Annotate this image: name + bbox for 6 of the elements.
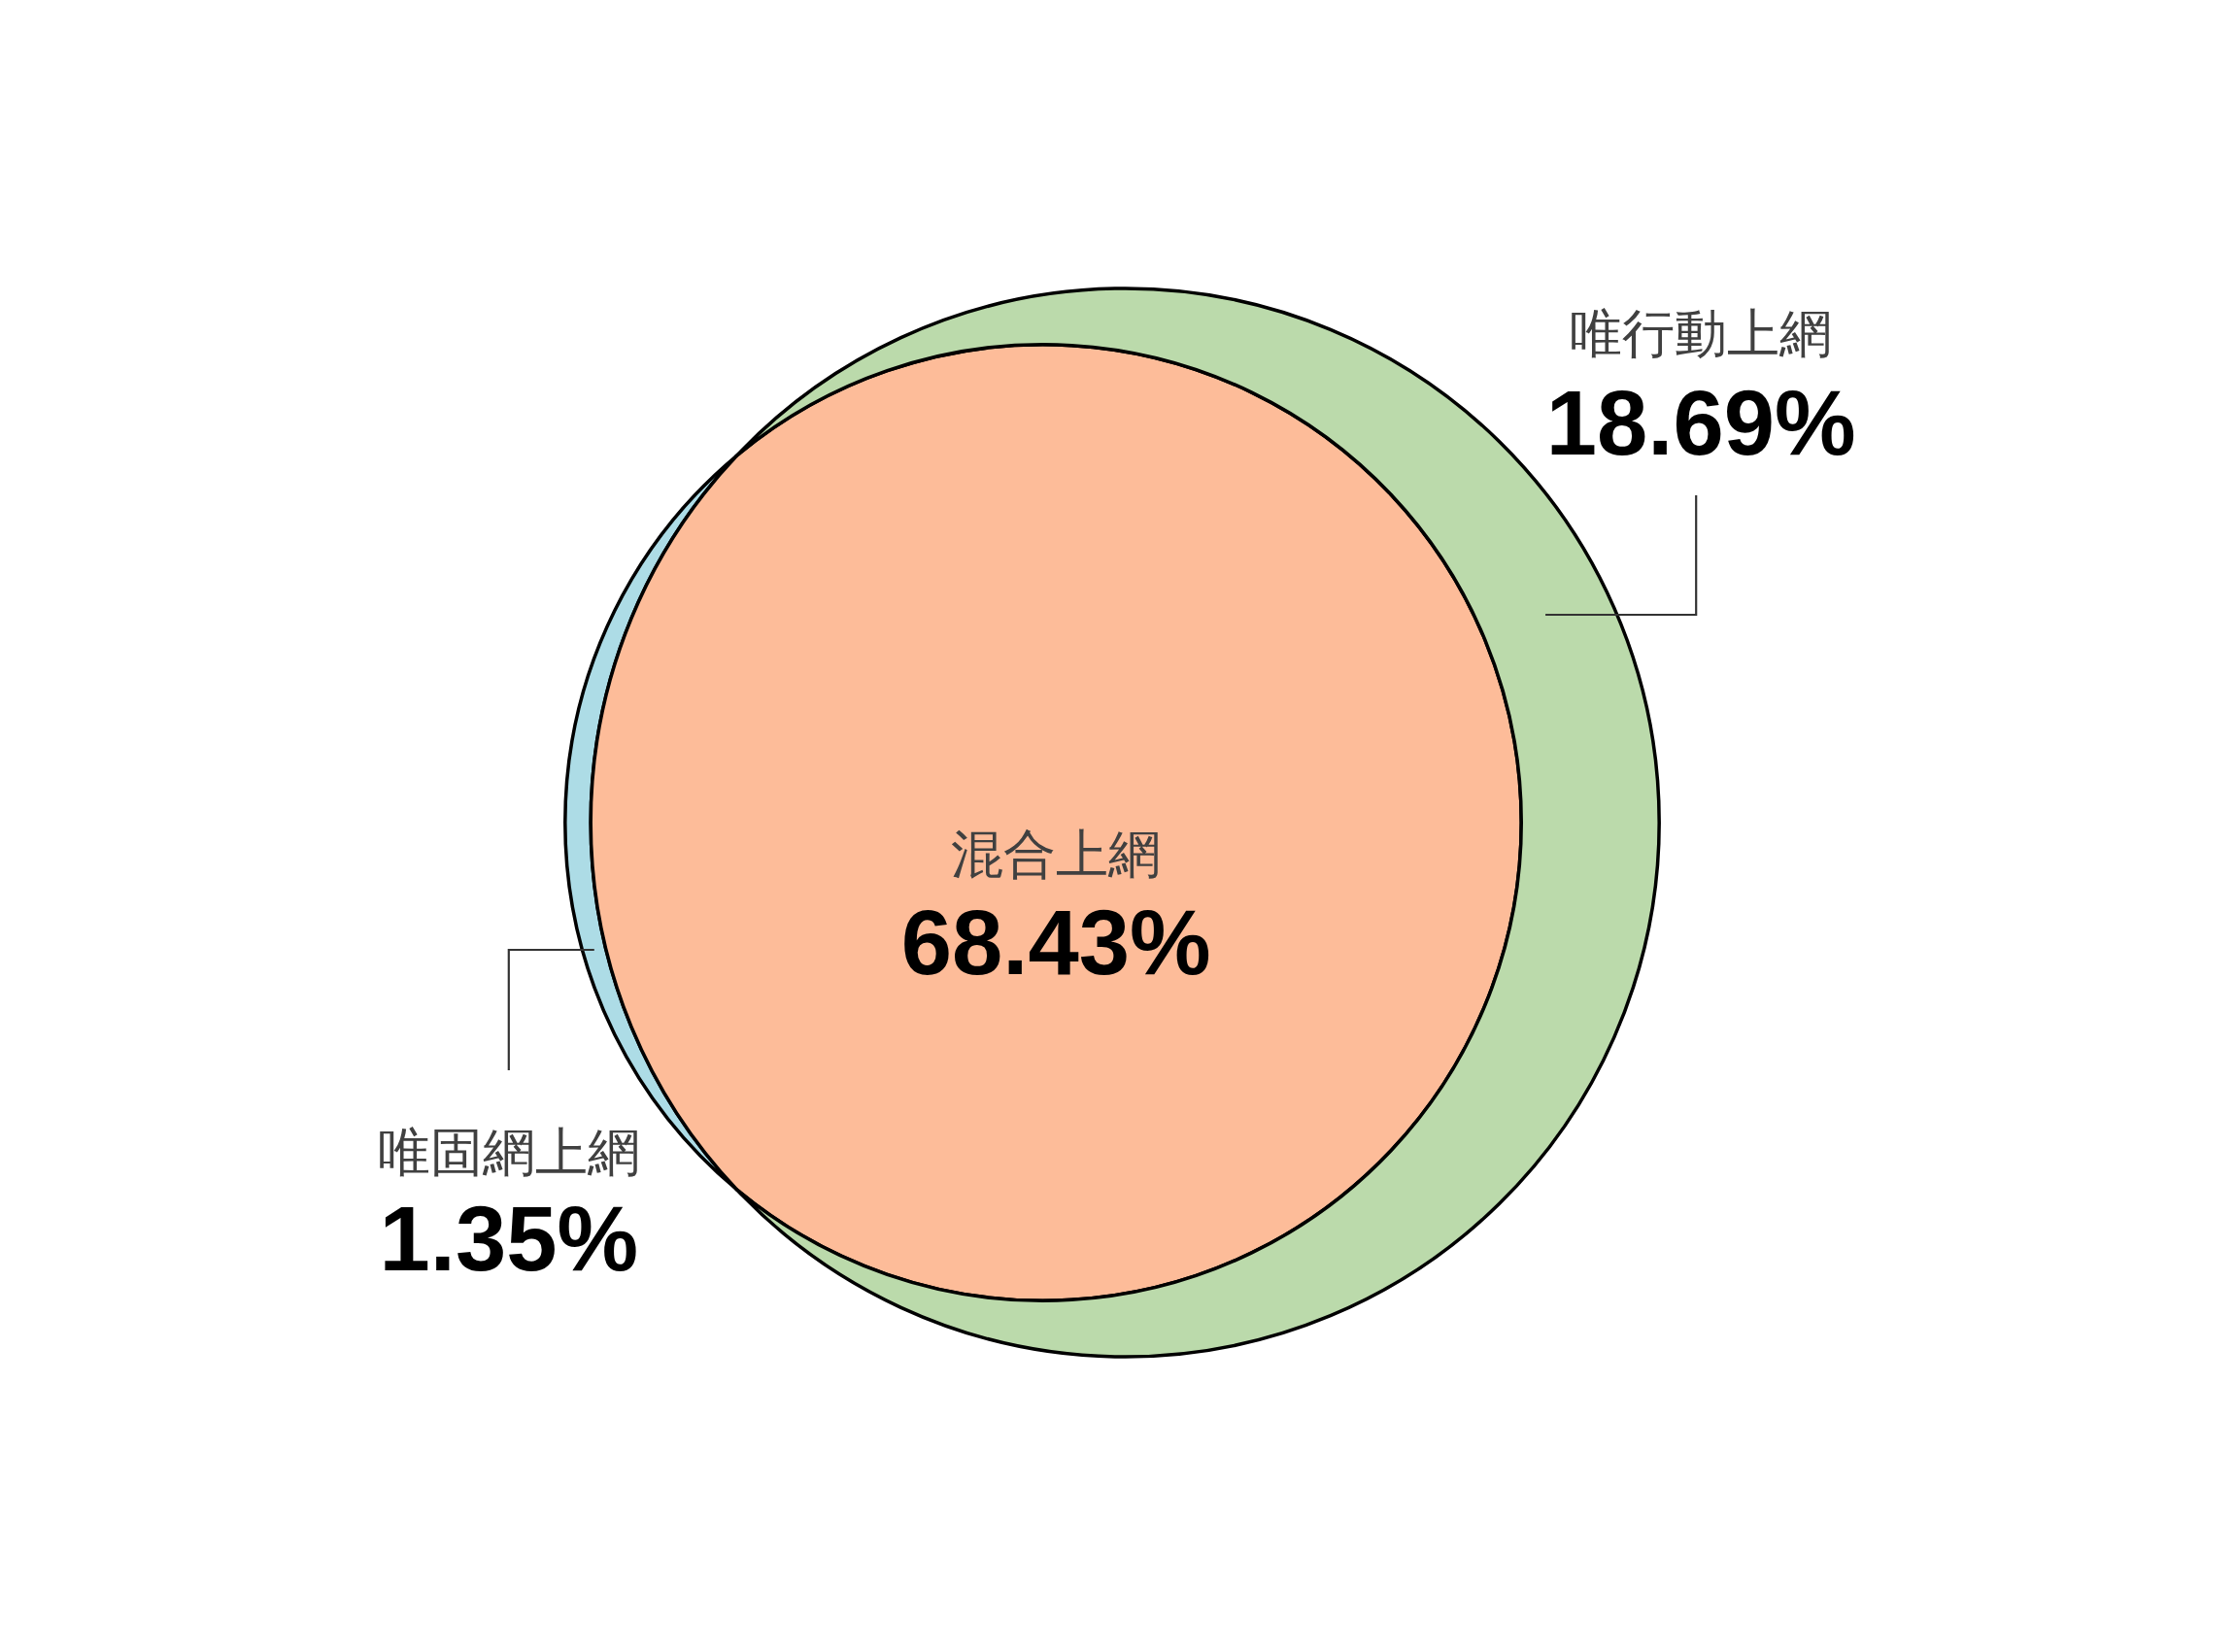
category-label: 混合上網 — [951, 824, 1162, 885]
data-label: 68.43% — [900, 892, 1211, 994]
category-label: 唯固網上網 — [377, 1122, 640, 1183]
data-label: 1.35% — [379, 1188, 639, 1290]
data-label: 18.69% — [1545, 372, 1856, 474]
category-label: 唯行動上網 — [1570, 303, 1833, 364]
